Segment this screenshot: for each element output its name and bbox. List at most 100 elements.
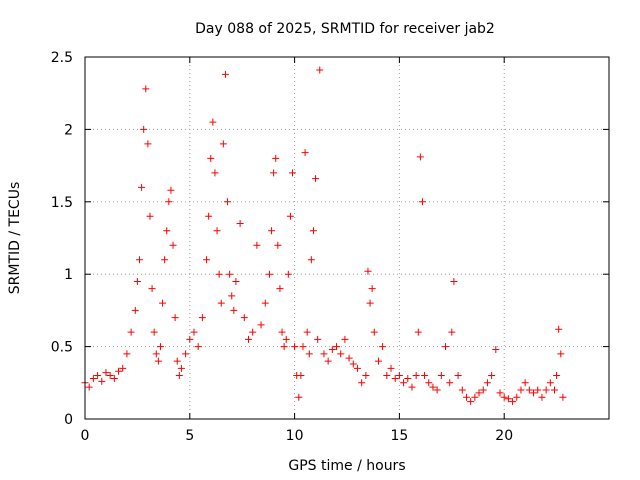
data-point	[209, 118, 217, 126]
data-point	[525, 386, 533, 394]
data-point	[353, 364, 361, 372]
data-point	[408, 383, 416, 391]
data-point	[358, 379, 366, 387]
data-point	[517, 386, 525, 394]
data-point	[133, 277, 141, 285]
data-point	[341, 335, 349, 343]
data-point	[391, 374, 399, 382]
y-tick-label: 0.5	[51, 340, 73, 356]
data-point	[169, 241, 177, 249]
data-point	[276, 285, 284, 293]
data-point	[284, 270, 292, 278]
data-point	[458, 386, 466, 394]
data-point	[483, 379, 491, 387]
data-point	[387, 364, 395, 372]
data-point	[211, 169, 219, 177]
data-point	[467, 398, 475, 406]
data-point	[446, 379, 454, 387]
data-point	[349, 360, 357, 368]
data-point	[94, 372, 102, 380]
data-point	[127, 328, 135, 336]
data-point	[232, 277, 240, 285]
x-tick-label: 20	[495, 428, 513, 444]
data-point	[152, 350, 160, 358]
data-point	[253, 241, 261, 249]
data-point	[546, 379, 554, 387]
data-point	[312, 175, 320, 183]
data-point	[395, 372, 403, 380]
data-point	[412, 372, 420, 380]
data-point	[551, 386, 559, 394]
y-tick-label: 1	[64, 267, 73, 283]
y-tick-label: 0	[64, 412, 73, 428]
data-point	[448, 328, 456, 336]
data-point	[418, 198, 426, 206]
data-point	[282, 335, 290, 343]
y-tick-label: 2	[64, 122, 73, 138]
data-point	[314, 335, 322, 343]
plot-frame	[84, 56, 610, 420]
data-point	[454, 372, 462, 380]
data-point	[500, 393, 508, 401]
data-point	[207, 154, 215, 162]
data-point	[337, 350, 345, 358]
data-point	[268, 227, 276, 235]
data-point	[272, 154, 280, 162]
data-point	[159, 299, 167, 307]
data-point	[217, 299, 225, 307]
data-point	[123, 350, 131, 358]
data-point	[305, 350, 313, 358]
data-point	[370, 328, 378, 336]
data-point	[240, 314, 248, 322]
data-point	[404, 374, 412, 382]
data-point	[307, 256, 315, 264]
data-point	[364, 267, 372, 275]
data-point	[320, 350, 328, 358]
x-axis-label: GPS time / hours	[288, 458, 405, 474]
data-point	[383, 372, 391, 380]
data-point	[182, 350, 190, 358]
data-point	[462, 393, 470, 401]
data-point	[324, 357, 332, 365]
data-point	[110, 374, 118, 382]
data-point	[146, 212, 154, 220]
data-point	[534, 386, 542, 394]
data-point	[186, 335, 194, 343]
data-point	[219, 140, 227, 148]
data-point	[504, 395, 512, 403]
data-point	[433, 386, 441, 394]
data-point	[479, 386, 487, 394]
data-point	[98, 377, 106, 385]
data-point	[106, 372, 114, 380]
data-point	[475, 389, 483, 397]
data-point	[280, 343, 288, 351]
data-point	[557, 350, 565, 358]
data-point	[289, 169, 297, 177]
data-point	[261, 299, 269, 307]
data-point	[198, 314, 206, 322]
data-point	[140, 125, 148, 133]
data-point	[553, 372, 561, 380]
data-point	[316, 66, 324, 74]
data-point	[345, 354, 353, 362]
data-point	[542, 386, 550, 394]
data-point	[175, 372, 183, 380]
data-point	[148, 285, 156, 293]
data-point	[138, 183, 146, 191]
data-point	[492, 345, 500, 353]
data-point	[450, 277, 458, 285]
data-point	[278, 328, 286, 336]
data-point	[171, 314, 179, 322]
data-point	[274, 241, 282, 249]
y-tick-label: 1.5	[51, 195, 73, 211]
data-point	[471, 393, 479, 401]
x-tick-label: 10	[286, 428, 304, 444]
data-point	[270, 169, 278, 177]
data-point	[177, 364, 185, 372]
data-point	[89, 374, 97, 382]
data-point	[194, 343, 202, 351]
data-point	[488, 372, 496, 380]
data-point	[368, 285, 376, 293]
data-point	[224, 198, 232, 206]
